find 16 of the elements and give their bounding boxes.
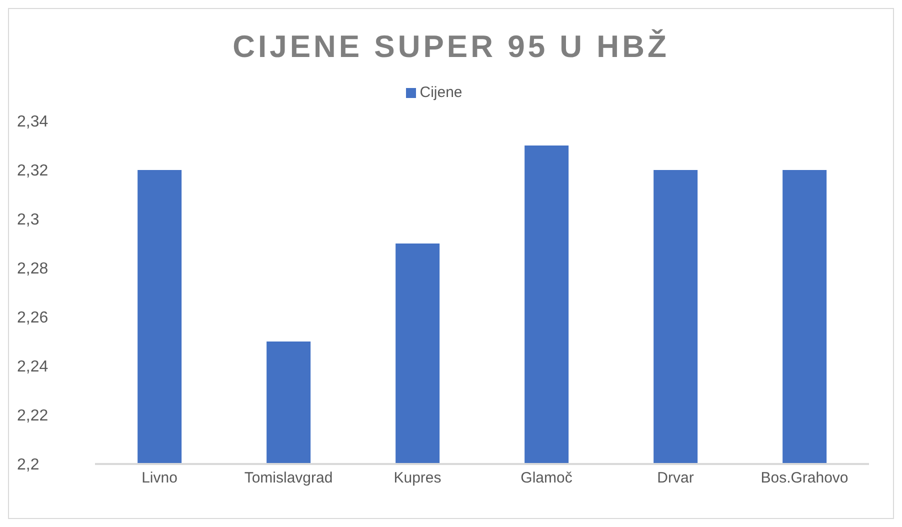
y-tick-label: 2,2 bbox=[17, 456, 40, 474]
x-tick-label: Bos.Grahovo bbox=[760, 470, 848, 487]
y-tick-label: 2,34 bbox=[17, 114, 48, 131]
y-tick-label: 2,28 bbox=[17, 260, 48, 278]
x-tick-label: Drvar bbox=[657, 470, 694, 487]
y-tick-label: 2,32 bbox=[17, 162, 48, 180]
chart-title: CIJENE SUPER 95 U HBŽ bbox=[232, 29, 670, 66]
y-tick-label: 2,26 bbox=[17, 310, 48, 327]
x-tick-label: Kupres bbox=[394, 470, 442, 487]
x-tick-label: Glamoč bbox=[520, 470, 573, 487]
y-tick-label: 2,3 bbox=[17, 212, 40, 229]
y-tick-label: 2,24 bbox=[17, 358, 48, 376]
x-tick-label: Livno bbox=[142, 470, 178, 487]
legend-label: Cijene bbox=[420, 84, 462, 101]
y-tick-label: 2,22 bbox=[17, 408, 48, 425]
x-tick-label: Tomislavgrad bbox=[244, 470, 333, 487]
